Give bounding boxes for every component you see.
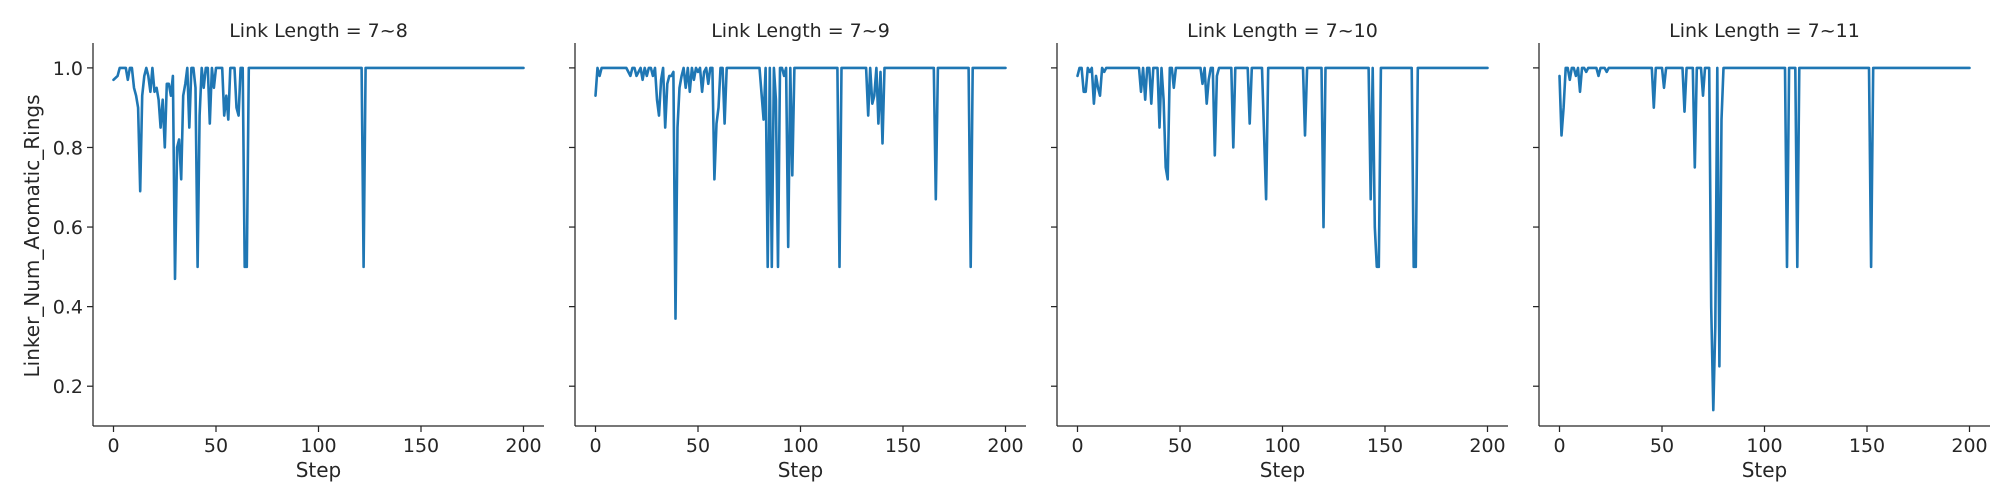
series-line	[1558, 66, 1971, 412]
x-axis-label: Step	[1742, 458, 1788, 482]
y-tick-label: 1.0	[53, 58, 83, 80]
x-tick-label: 0	[107, 435, 119, 457]
x-tick-label: 50	[1168, 435, 1192, 457]
x-tick-label: 200	[505, 435, 541, 457]
x-tick-label: 200	[1469, 435, 1505, 457]
x-tick-label: 150	[1849, 435, 1885, 457]
x-axis-label: Step	[296, 458, 342, 482]
series-line	[594, 66, 1007, 320]
x-tick-label: 0	[589, 435, 601, 457]
x-tick-label: 50	[1650, 435, 1674, 457]
series-line	[1076, 66, 1489, 269]
y-tick-label: 0.6	[53, 217, 83, 239]
panel-title: Link Length = 7~10	[1187, 20, 1378, 42]
series-line	[112, 66, 525, 281]
x-tick-label: 100	[1746, 435, 1782, 457]
y-tick-label: 0.4	[53, 297, 83, 319]
x-tick-label: 200	[987, 435, 1023, 457]
x-tick-label: 200	[1951, 435, 1987, 457]
x-tick-label: 0	[1071, 435, 1083, 457]
facet-panel: Link Length = 7~11 0 50 100 150 200 Step	[1533, 20, 1990, 482]
facet-panel: Link Length = 7~9 0 50 100 150 200 Step	[569, 20, 1026, 482]
y-tick-label: 0.2	[53, 376, 83, 398]
x-tick-label: 50	[204, 435, 228, 457]
facet-panel: Link Length = 7~8 0.2 0.4 0.6 0.8 1.0 0 50 100 15…	[53, 20, 544, 482]
x-tick-label: 150	[403, 435, 439, 457]
x-tick-label: 150	[1367, 435, 1403, 457]
x-tick-label: 50	[686, 435, 710, 457]
x-tick-label: 100	[782, 435, 818, 457]
x-tick-label: 150	[885, 435, 921, 457]
x-tick-label: 100	[300, 435, 336, 457]
x-axis-label: Step	[1260, 458, 1306, 482]
y-tick-label: 0.8	[53, 137, 83, 159]
panel-title: Link Length = 7~9	[711, 20, 890, 42]
x-axis-label: Step	[778, 458, 824, 482]
panel-title: Link Length = 7~8	[229, 20, 408, 42]
x-tick-label: 100	[1264, 435, 1300, 457]
facet-panels: Link Length = 7~8 0.2 0.4 0.6 0.8 1.0 0 50 100 15…	[53, 20, 1990, 482]
y-axis-label: Linker_Num_Aromatic_Rings	[20, 95, 44, 378]
panel-title: Link Length = 7~11	[1669, 20, 1860, 42]
x-tick-label: 0	[1553, 435, 1565, 457]
facet-panel: Link Length = 7~10 0 50 100 150 200 Step	[1051, 20, 1508, 482]
